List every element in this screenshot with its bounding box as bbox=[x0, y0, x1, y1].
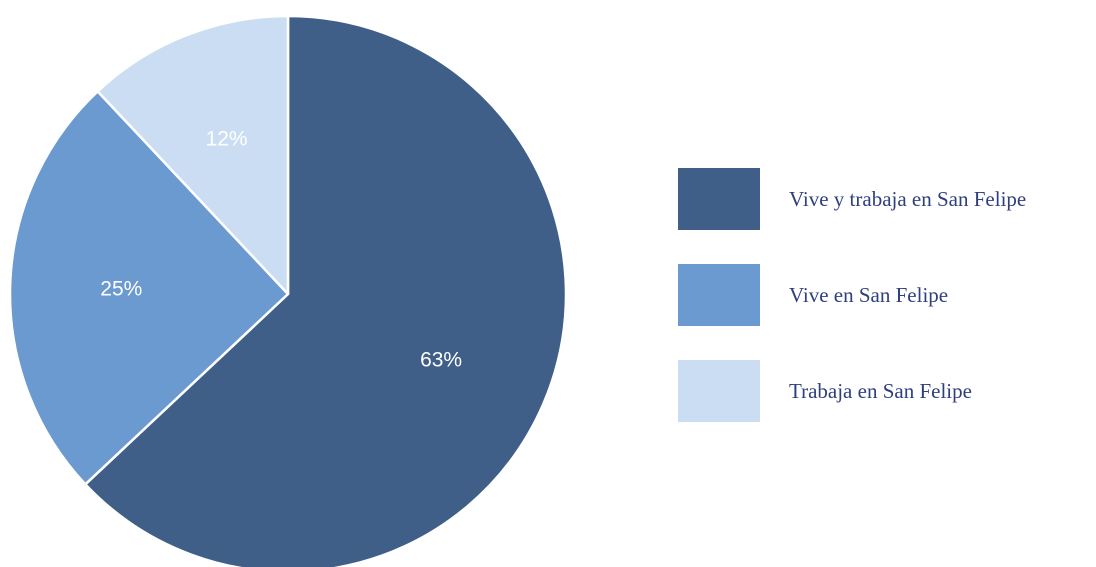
legend-item-3: Trabaja en San Felipe bbox=[678, 360, 972, 422]
slice-label-1: 63% bbox=[420, 349, 462, 372]
legend-label-1: Vive y trabaja en San Felipe bbox=[789, 187, 1026, 211]
pie-slice-2 bbox=[8, 90, 290, 486]
legend-item-2: Vive en San Felipe bbox=[678, 264, 948, 326]
pie-slices bbox=[8, 14, 568, 567]
legend-label-2: Vive en San Felipe bbox=[789, 283, 948, 307]
pie-slice-3 bbox=[96, 14, 290, 296]
pie-slice-1 bbox=[84, 14, 568, 567]
slice-label-3: 12% bbox=[206, 127, 248, 150]
legend-item-1: Vive y trabaja en San Felipe bbox=[678, 168, 1026, 230]
legend-swatch-2 bbox=[678, 264, 760, 326]
legend-swatch-1 bbox=[678, 168, 760, 230]
pie-slice-labels: 63% 25% 12% bbox=[100, 127, 462, 371]
legend-label-3: Trabaja en San Felipe bbox=[789, 379, 972, 403]
legend-swatch-3 bbox=[678, 360, 760, 422]
slice-label-2: 25% bbox=[100, 277, 142, 300]
legend: Vive y trabaja en San Felipe Vive en San … bbox=[678, 168, 1026, 422]
